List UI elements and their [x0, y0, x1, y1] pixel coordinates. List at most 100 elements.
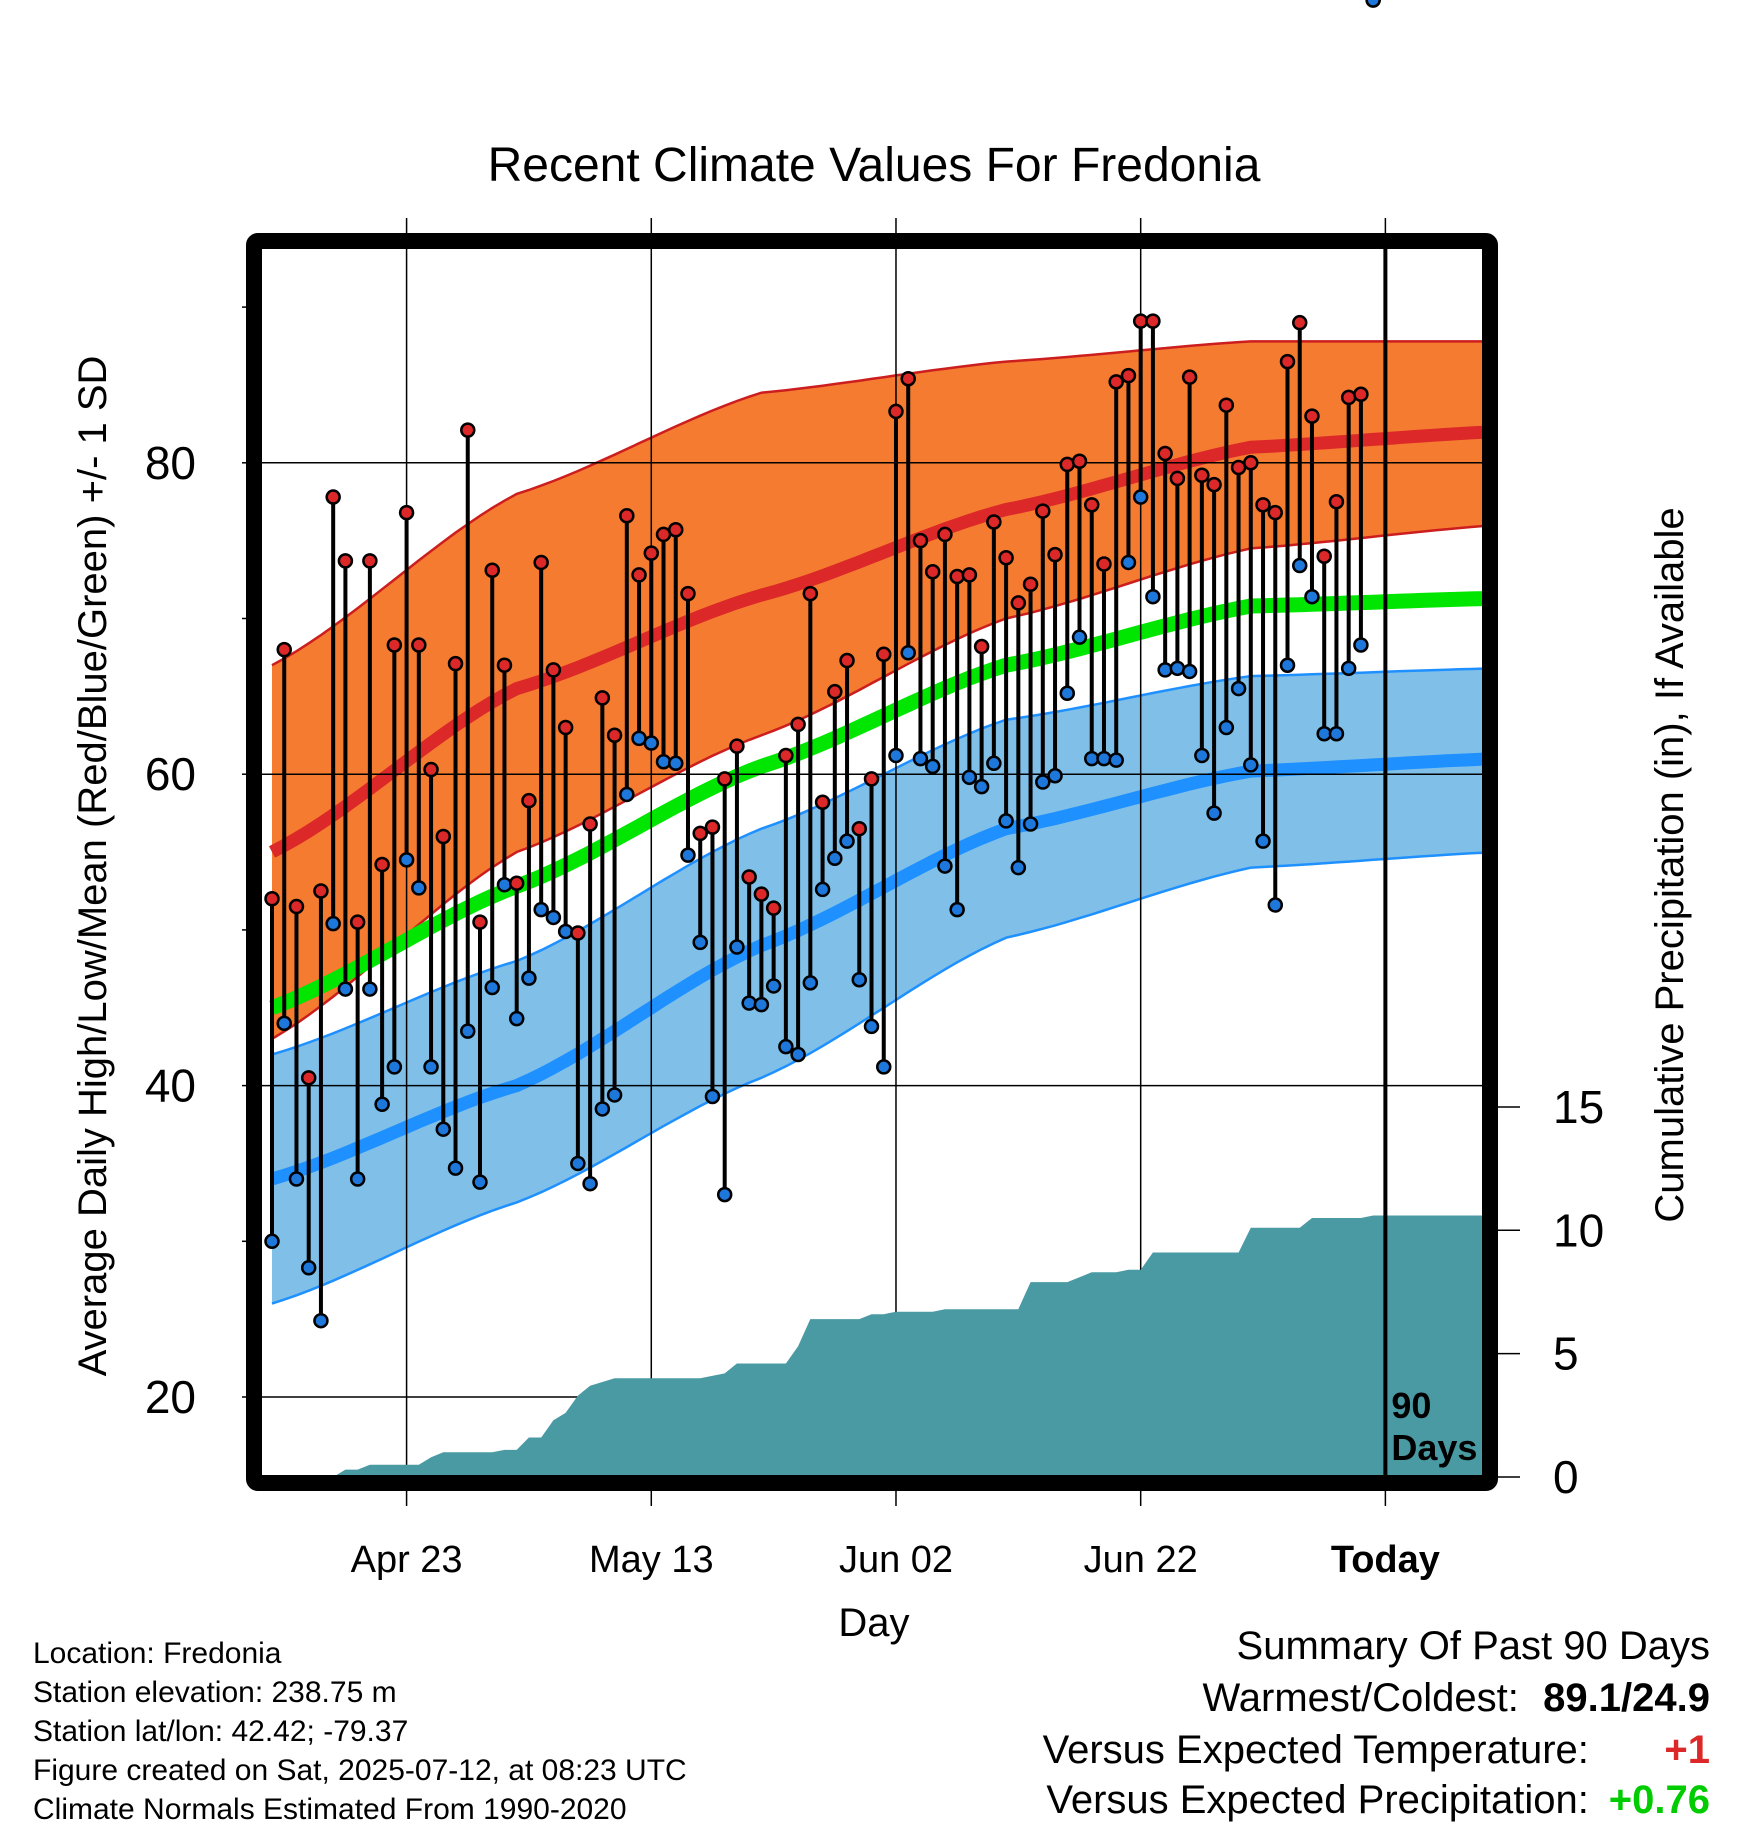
high-point: [1291, 314, 1308, 331]
high-point: [790, 716, 806, 733]
low-point: [374, 1096, 390, 1113]
high-point: [949, 568, 965, 585]
low-point: [814, 881, 831, 898]
high-point: [349, 914, 366, 930]
x-tick-label: Jun 22: [1084, 1539, 1198, 1581]
low-point: [398, 852, 415, 868]
high-point: [802, 585, 819, 602]
high-point: [337, 553, 354, 569]
high-point: [900, 370, 916, 387]
high-point: [386, 637, 403, 653]
low-point: [1108, 752, 1124, 768]
high-point: [753, 886, 770, 902]
low-point: [1353, 637, 1369, 653]
high-point: [533, 554, 549, 571]
high-point: [876, 646, 892, 663]
high-point: [398, 504, 415, 521]
low-point: [460, 1023, 476, 1039]
low-point: [325, 915, 341, 932]
low-point: [986, 755, 1002, 772]
low-point: [741, 995, 757, 1011]
low-point: [411, 880, 427, 896]
low-point: [643, 735, 660, 751]
today-label-line2: Days: [1391, 1427, 1477, 1468]
high-point: [1022, 576, 1039, 592]
low-point: [508, 1010, 525, 1027]
low-point: [753, 996, 770, 1013]
low-point: [557, 923, 574, 940]
low-point: [949, 901, 965, 918]
low-point: [1169, 660, 1186, 677]
high-point: [300, 1070, 317, 1086]
low-point: [1132, 489, 1149, 505]
high-point: [680, 585, 696, 602]
high-point: [729, 738, 745, 754]
high-point: [1218, 397, 1235, 413]
high-point: [1255, 497, 1271, 513]
high-point: [998, 550, 1014, 566]
axes: 20 40 60 80 Apr 23 May 13 Jun 02 Jun 22 Today 0 5 1…: [145, 218, 1604, 1581]
low-point: [716, 1186, 733, 1203]
low-point: [1279, 657, 1296, 673]
temp-label: Versus Expected Temperature:: [1042, 1728, 1589, 1772]
low-point: [349, 1171, 366, 1187]
low-point: [851, 971, 868, 988]
low-point: [386, 1059, 403, 1075]
high-point: [912, 532, 929, 549]
low-point: [912, 750, 929, 767]
low-point: [1047, 768, 1063, 784]
y-tick-label: 40: [145, 1060, 196, 1112]
x-tick-label: Jun 02: [839, 1539, 953, 1581]
high-point: [643, 545, 660, 561]
summary-warm-cold: Warmest/Coldest: 89.1/24.9: [1203, 1676, 1711, 1721]
high-point: [557, 719, 574, 736]
low-point: [1145, 588, 1161, 605]
high-point: [1267, 504, 1284, 521]
low-point: [1120, 554, 1137, 571]
low-point: [337, 981, 354, 997]
high-point: [778, 747, 794, 764]
y-tick-label: 60: [145, 748, 196, 800]
high-point: [851, 820, 868, 837]
high-point: [1194, 467, 1210, 484]
high-point: [423, 761, 439, 778]
low-point: [435, 1121, 452, 1137]
high-point: [606, 727, 623, 744]
low-point: [1071, 629, 1088, 645]
high-point: [1279, 353, 1296, 370]
high-point: [765, 900, 782, 916]
low-point: [1181, 663, 1198, 680]
high-point: [924, 564, 941, 580]
high-point: [1096, 556, 1112, 572]
high-point: [937, 526, 953, 543]
high-point: [508, 875, 525, 891]
y-tick-label: 20: [145, 1371, 196, 1423]
low-point: [973, 778, 990, 795]
plot-border: [246, 233, 1498, 1491]
high-point: [484, 562, 500, 578]
low-point: [496, 876, 513, 893]
low-point: [802, 975, 819, 991]
high-point: [582, 816, 598, 832]
low-point: [619, 786, 635, 803]
footer-normals: Climate Normals Estimated From 1990-2020: [33, 1793, 627, 1826]
high-point: [704, 819, 721, 835]
low-normal-band: [272, 668, 1484, 1304]
low-point: [1059, 685, 1076, 701]
low-point: [313, 1312, 329, 1329]
low-point: [288, 1171, 305, 1187]
high-point: [619, 507, 635, 524]
high-point: [1010, 595, 1027, 611]
high-point: [1169, 470, 1186, 487]
high-point: [1304, 408, 1320, 424]
low-point: [1267, 897, 1284, 913]
y2-tick-label: 15: [1553, 1081, 1604, 1133]
high-point: [276, 641, 292, 658]
high-point: [1243, 455, 1259, 471]
today-label-line1: 90: [1391, 1385, 1431, 1426]
low-point: [1206, 805, 1222, 821]
high-point: [472, 914, 488, 930]
high-point: [888, 403, 904, 420]
low-point: [998, 813, 1014, 829]
